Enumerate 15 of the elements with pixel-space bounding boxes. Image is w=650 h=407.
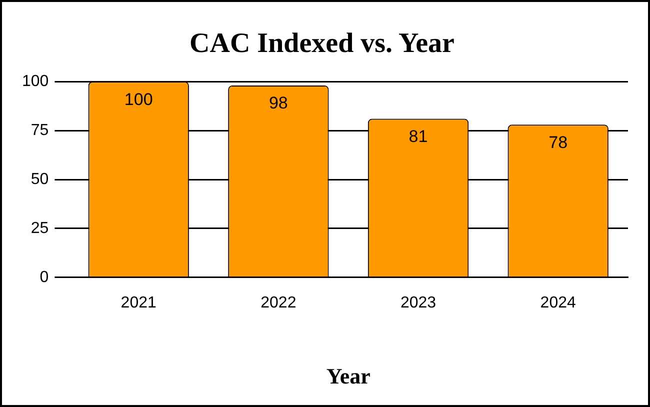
- data-label: 81: [408, 126, 428, 146]
- x-tick-label: 2022: [260, 294, 296, 312]
- x-tick-label: 2021: [120, 294, 157, 312]
- data-label: 78: [548, 132, 568, 152]
- chart-title: CAC Indexed vs. Year: [190, 28, 454, 60]
- y-tick-label: 75: [30, 122, 49, 139]
- x-tick-label: 2023: [400, 294, 436, 312]
- y-tick-label: 100: [22, 73, 49, 90]
- y-tick-label: 50: [30, 170, 49, 188]
- data-label: 100: [124, 90, 153, 109]
- data-label: 98: [268, 94, 288, 113]
- x-axis-title: Year: [326, 363, 371, 388]
- y-tick-label: 25: [30, 220, 49, 237]
- x-tick-label: 2024: [540, 294, 576, 312]
- y-tick-label: 0: [40, 268, 49, 286]
